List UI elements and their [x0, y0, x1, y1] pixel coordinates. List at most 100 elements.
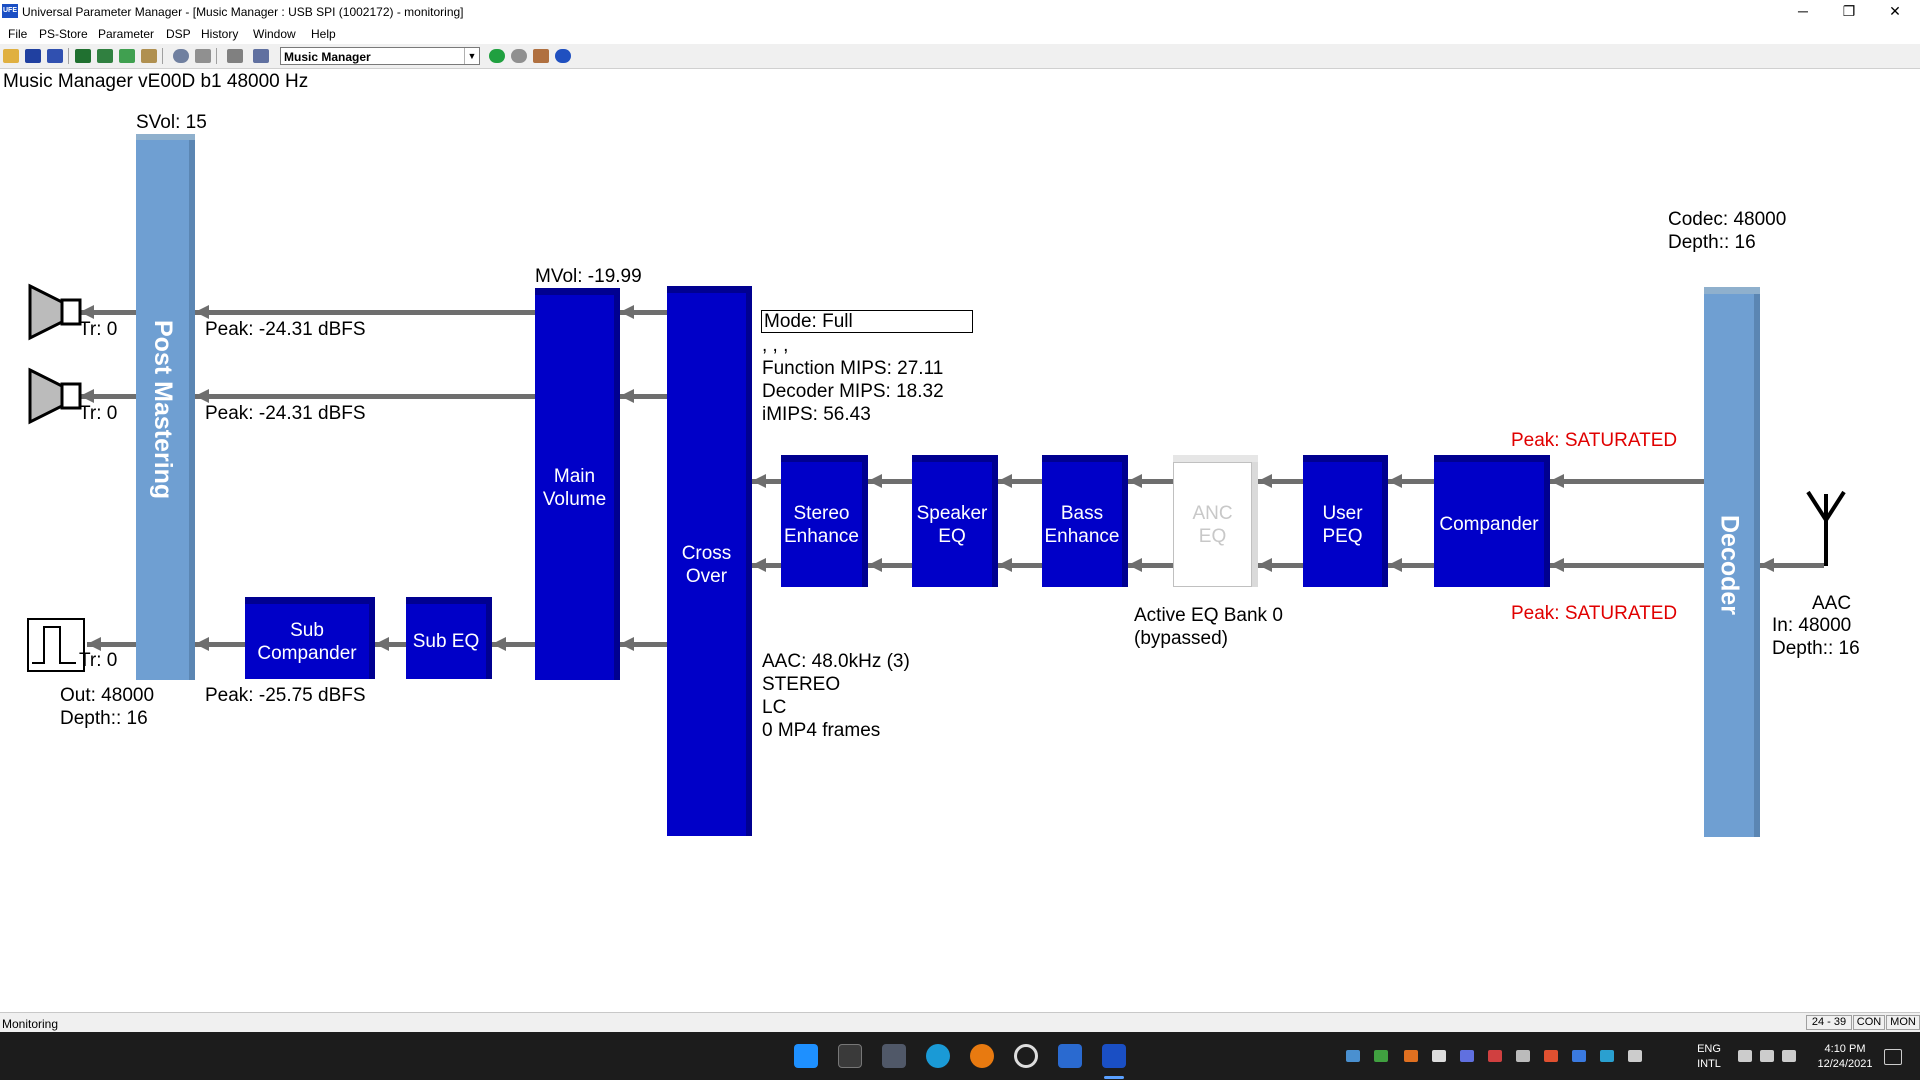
language-line-2[interactable]: INTL	[1697, 1058, 1721, 1070]
tray-icon[interactable]	[1404, 1050, 1418, 1062]
device-icon[interactable]	[75, 49, 91, 63]
clock-time[interactable]: 4:10 PM	[1824, 1043, 1866, 1055]
toolbar-separator	[216, 48, 217, 64]
cross-over-label-2: Over	[685, 565, 728, 587]
device-read-icon[interactable]	[119, 49, 135, 63]
home-icon[interactable]	[533, 49, 549, 63]
mode-label: Mode: Full	[764, 311, 853, 332]
block-side	[369, 604, 375, 679]
speaker-eq-block[interactable]: Speaker EQ	[912, 455, 998, 587]
peak-label-2: Peak: -24.31 dBFS	[205, 403, 366, 424]
block-top	[1303, 455, 1388, 462]
main-volume-label-2: Volume	[542, 488, 607, 510]
language-line-1[interactable]: ENG	[1697, 1043, 1721, 1055]
store-icon[interactable]	[838, 1044, 862, 1068]
menu-help[interactable]: Help	[311, 27, 336, 41]
speaker-eq-face: Speaker EQ	[912, 462, 992, 587]
menu-parameter[interactable]: Parameter	[98, 27, 155, 41]
compander-block[interactable]: Compander	[1434, 455, 1550, 587]
menu-dsp[interactable]: DSP	[166, 27, 191, 41]
notification-icon[interactable]	[1884, 1049, 1902, 1065]
mode-box[interactable]: Mode: Full	[761, 310, 973, 333]
start-icon[interactable]	[794, 1044, 818, 1068]
module-select[interactable]: Music Manager ▼	[280, 47, 480, 65]
menu-bar: File PS-Store Parameter DSP History Wind…	[0, 24, 1920, 44]
save-icon[interactable]	[25, 49, 41, 63]
back-arrow-icon[interactable]	[489, 49, 505, 63]
save-all-icon[interactable]	[47, 49, 63, 63]
main-volume-block[interactable]: Main Volume	[535, 288, 620, 680]
arrow-head-icon	[998, 474, 1012, 488]
bluetooth-icon[interactable]	[1572, 1050, 1586, 1062]
menu-window[interactable]: Window	[253, 27, 296, 41]
toolbar-separator	[68, 48, 69, 64]
module-header: Music Manager vE00D b1 48000 Hz	[3, 71, 309, 92]
tray-icon[interactable]	[1488, 1050, 1502, 1062]
trim-label-1: Tr: 0	[79, 319, 118, 340]
connector-line	[195, 394, 535, 399]
link-icon[interactable]	[195, 49, 211, 63]
mvol-label: MVol: -19.99	[535, 266, 642, 287]
decoder-block[interactable]: Decoder	[1704, 287, 1760, 837]
tray-icon[interactable]	[1516, 1050, 1530, 1062]
tray-icon[interactable]	[1544, 1050, 1558, 1062]
arrow-head-icon	[195, 305, 209, 319]
chevron-down-icon[interactable]: ▼	[464, 48, 479, 64]
menu-history[interactable]: History	[201, 27, 239, 41]
restore-button[interactable]: ❐	[1842, 3, 1856, 19]
gear-icon[interactable]	[173, 49, 189, 63]
codec-depth-label: Depth:: 16	[1668, 232, 1756, 253]
connector-line	[1760, 563, 1824, 568]
arrow-head-icon	[1258, 558, 1272, 572]
connector-line	[375, 642, 406, 647]
chain-icon[interactable]	[253, 49, 269, 63]
connector-line	[195, 310, 535, 315]
wrench-icon[interactable]	[141, 49, 157, 63]
bass-enhance-block[interactable]: Bass Enhance	[1042, 455, 1128, 587]
status-text: Monitoring	[2, 1017, 59, 1031]
network-icon[interactable]	[1738, 1050, 1752, 1062]
monitor-app-icon[interactable]	[882, 1044, 906, 1068]
security-icon[interactable]	[1600, 1050, 1614, 1062]
bolt-app-icon[interactable]	[1058, 1044, 1082, 1068]
clipboard-icon[interactable]	[227, 49, 243, 63]
main-volume-face: Main Volume	[535, 295, 614, 680]
sub-compander-block[interactable]: Sub Compander	[245, 597, 375, 679]
battery-icon[interactable]	[1782, 1050, 1796, 1062]
device-write-icon[interactable]	[97, 49, 113, 63]
sub-eq-block[interactable]: Sub EQ	[406, 597, 492, 679]
block-top	[912, 455, 998, 462]
block-top	[136, 134, 195, 140]
help-icon[interactable]	[555, 49, 571, 63]
stop-icon[interactable]	[511, 49, 527, 63]
anc-eq-block[interactable]: ANC EQ	[1173, 455, 1258, 587]
search-q-icon[interactable]	[1014, 1044, 1038, 1068]
minimize-button[interactable]: ─	[1798, 3, 1808, 19]
user-peq-block[interactable]: User PEQ	[1303, 455, 1388, 587]
tray-icon[interactable]	[1346, 1050, 1360, 1062]
close-button[interactable]: ✕	[1889, 3, 1901, 19]
stereo-enhance-block[interactable]: Stereo Enhance	[781, 455, 868, 587]
volume-icon[interactable]	[1760, 1050, 1774, 1062]
ufe-app-icon[interactable]	[1102, 1044, 1126, 1068]
connector-line	[752, 563, 781, 568]
mp4-frames-label: 0 MP4 frames	[762, 720, 881, 741]
peak-label-1: Peak: -24.31 dBFS	[205, 319, 366, 340]
cloud-icon[interactable]	[1628, 1050, 1642, 1062]
connector-line	[1550, 563, 1704, 568]
tray-icon[interactable]	[1432, 1050, 1446, 1062]
compander-face: Compander	[1434, 462, 1544, 587]
arrow-head-icon	[87, 637, 101, 651]
menu-file[interactable]: File	[8, 27, 28, 41]
clock-date[interactable]: 12/24/2021	[1817, 1058, 1873, 1070]
post-mastering-block[interactable]: Post Mastering	[136, 134, 195, 680]
app-orange-icon[interactable]	[970, 1044, 994, 1068]
tray-icon[interactable]	[1460, 1050, 1474, 1062]
block-side	[1252, 462, 1258, 587]
peak-label-sub: Peak: -25.75 dBFS	[205, 685, 366, 706]
tray-icon[interactable]	[1374, 1050, 1388, 1062]
edge-icon[interactable]	[926, 1044, 950, 1068]
cross-over-block[interactable]: Cross Over	[667, 286, 752, 836]
open-folder-icon[interactable]	[3, 49, 19, 63]
menu-ps-store[interactable]: PS-Store	[39, 27, 88, 41]
